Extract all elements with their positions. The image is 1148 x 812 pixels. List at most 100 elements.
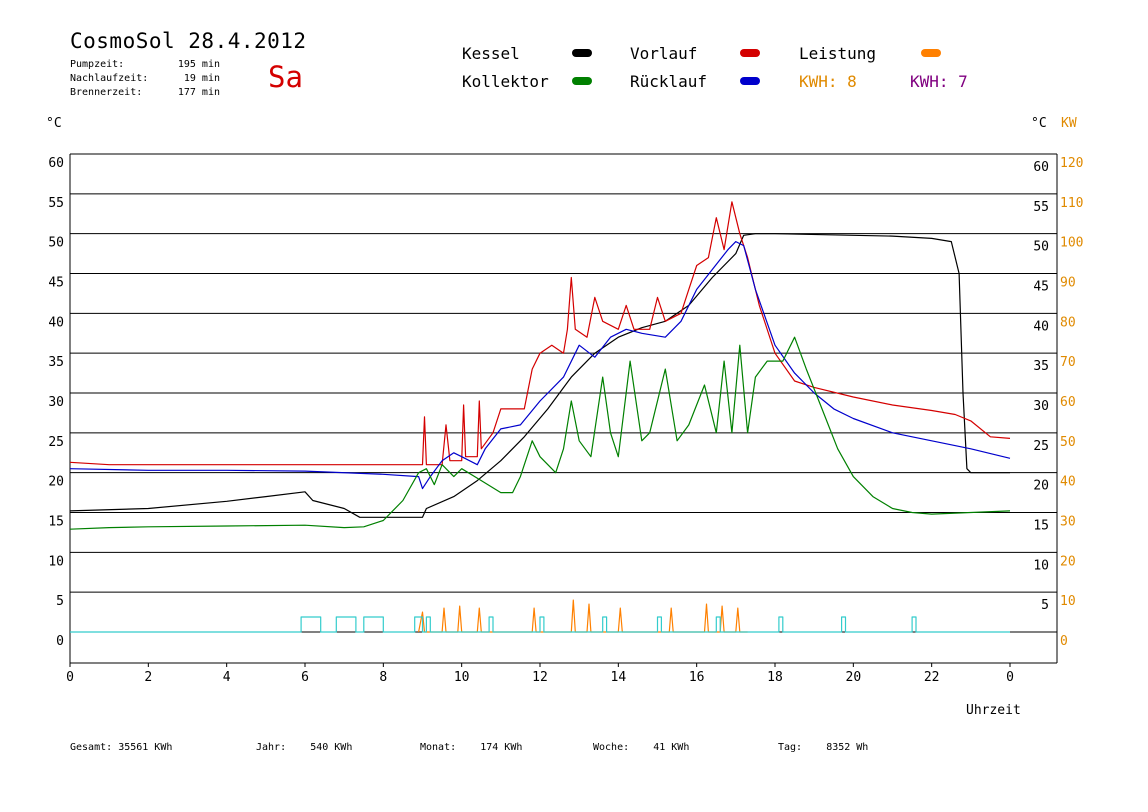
total-label: Jahr: (256, 742, 287, 753)
y-tick-label-left: 60 (48, 156, 64, 171)
info-value: 19 min (183, 73, 220, 84)
y-tick-label-left: 10 (48, 554, 64, 569)
y-tick-label-right: 35 (1033, 359, 1049, 374)
info-nachlaufzeit: Nachlaufzeit: 19 min (70, 73, 220, 84)
x-tick-label: 12 (532, 670, 548, 685)
series-line-leistung (418, 599, 748, 633)
y-tick-label-kw: 120 (1060, 156, 1083, 171)
y-tick-label-left: 45 (48, 276, 64, 291)
x-tick-label: 4 (223, 670, 231, 685)
y-tick-label-right: 30 (1033, 399, 1049, 414)
info-value: 195 min (177, 59, 220, 70)
y-tick-label-kw: 70 (1060, 355, 1076, 370)
y-tick-label-right: 5 (1041, 598, 1049, 613)
total-label: Monat: (420, 742, 457, 753)
legend-ruecklauf-label: Rücklauf (630, 72, 708, 91)
total-woche: Woche: 41 KWh (593, 742, 689, 753)
y-tick-label-right: 25 (1033, 439, 1049, 454)
total-tag: Tag: 8352 Wh (778, 742, 868, 753)
x-axis-label: Uhrzeit (966, 703, 1021, 718)
legend-ruecklauf-swatch (740, 77, 760, 85)
y-tick-label-left: 55 (48, 196, 64, 211)
legend-kollektor-swatch (572, 77, 592, 85)
total-jahr: Jahr: 540 KWh (256, 742, 352, 753)
y-tick-label-left: 0 (56, 634, 64, 649)
total-label: Gesamt: (70, 742, 113, 753)
legend-kollektor-label: Kollektor (462, 72, 549, 91)
legend-kwh-1: KWH: 8 (799, 72, 857, 91)
x-tick-label: 16 (689, 670, 705, 685)
y-axis-label-right: °C (1031, 116, 1047, 131)
y-tick-label-left: 40 (48, 315, 64, 330)
y-tick-label-kw: 80 (1060, 315, 1076, 330)
y-tick-label-left: 25 (48, 435, 64, 450)
y-tick-label-kw: 30 (1060, 515, 1076, 530)
y-tick-label-right: 45 (1033, 280, 1049, 295)
legend-kwh-2: KWH: 7 (910, 72, 968, 91)
total-value: 41 KWh (653, 742, 690, 753)
series-line-kessel (69, 233, 1010, 518)
y-tick-label-kw: 110 (1060, 196, 1083, 211)
x-tick-label: 18 (767, 670, 783, 685)
chart-title: CosmoSol 28.4.2012 (70, 29, 307, 53)
info-pumpzeit: Pumpzeit: 195 min (70, 59, 220, 70)
y-tick-label-right: 10 (1033, 558, 1049, 573)
y-tick-label-kw: 40 (1060, 475, 1076, 490)
x-tick-label: 10 (454, 670, 470, 685)
y-tick-label-kw: 60 (1060, 395, 1076, 410)
y-tick-label-kw: 90 (1060, 276, 1076, 291)
series-line-kollektor (69, 336, 1011, 530)
legend-kessel-swatch (572, 49, 592, 57)
legend-kessel-label: Kessel (462, 44, 520, 63)
y-tick-label-kw: 50 (1060, 435, 1076, 450)
x-tick-label: 20 (846, 670, 862, 685)
y-tick-label-right: 15 (1033, 519, 1049, 534)
total-label: Woche: (593, 742, 630, 753)
x-tick-label: 22 (924, 670, 940, 685)
y-tick-label-left: 15 (48, 515, 64, 530)
y-tick-label-right: 50 (1033, 240, 1049, 255)
y-tick-label-kw: 10 (1060, 594, 1076, 609)
x-tick-label: 8 (379, 670, 387, 685)
x-tick-label: 0 (1006, 670, 1014, 685)
y-tick-label-left: 20 (48, 475, 64, 490)
y-tick-label-kw: 20 (1060, 554, 1076, 569)
y-tick-label-kw: 0 (1060, 634, 1068, 649)
y-tick-label-right: 40 (1033, 319, 1049, 334)
series-line-pumpe (70, 616, 1010, 633)
total-value: 174 KWh (480, 742, 523, 753)
total-value: 35561 KWh (118, 742, 173, 753)
legend-vorlauf-label: Vorlauf (630, 44, 698, 63)
info-brennerzeit: Brennerzeit: 177 min (70, 87, 220, 98)
y-tick-label-left: 5 (56, 594, 64, 609)
total-gesamt: Gesamt: 35561 KWh (70, 742, 172, 753)
legend-leistung-label: Leistung (799, 44, 877, 63)
y-tick-label-left: 50 (48, 236, 64, 251)
x-tick-label: 6 (301, 670, 309, 685)
info-label: Pumpzeit: (70, 59, 125, 70)
y-tick-label-left: 35 (48, 355, 64, 370)
legend-leistung-swatch (921, 49, 941, 57)
total-monat: Monat: 174 KWh (420, 742, 522, 753)
x-tick-label: 14 (611, 670, 627, 685)
x-tick-label: 2 (144, 670, 152, 685)
series-line-vorlauf (69, 201, 1011, 466)
total-value: 8352 Wh (826, 742, 869, 753)
info-label: Nachlaufzeit: (70, 73, 149, 84)
info-value: 177 min (177, 87, 220, 98)
y-tick-label-right: 55 (1033, 200, 1049, 215)
y-tick-label-right: 20 (1033, 479, 1049, 494)
weekday-label: Sa (268, 60, 303, 94)
x-tick-label: 0 (66, 670, 74, 685)
legend-vorlauf-swatch (740, 49, 760, 57)
total-value: 540 KWh (310, 742, 353, 753)
total-label: Tag: (778, 742, 803, 753)
y-axis-label-kw: KW (1061, 116, 1077, 131)
y-axis-label-left: °C (46, 116, 62, 131)
series-line-rcklauf (69, 241, 1011, 490)
y-tick-label-left: 30 (48, 395, 64, 410)
y-tick-label-right: 60 (1033, 160, 1049, 175)
info-label: Brennerzeit: (70, 87, 143, 98)
y-tick-label-kw: 100 (1060, 236, 1083, 251)
